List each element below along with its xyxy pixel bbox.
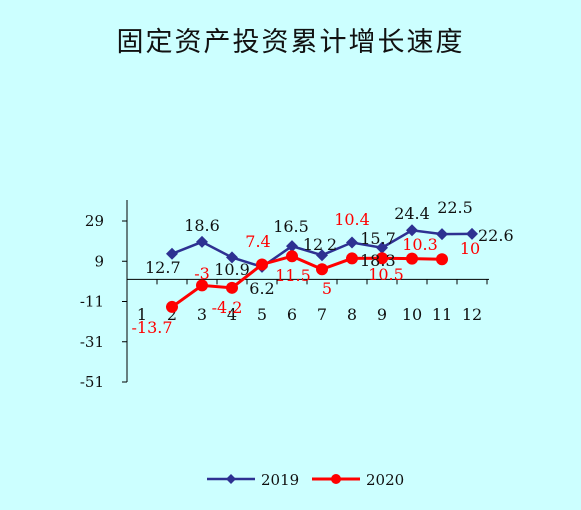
- x-tick-label: 8: [347, 305, 357, 324]
- chart-title: 固定资产投资累计增长速度: [116, 27, 465, 58]
- data-point-2019: [376, 241, 388, 254]
- x-tick-label: 9: [377, 305, 387, 324]
- legend-label: 2020: [366, 471, 404, 489]
- x-tick-label: 10: [402, 305, 422, 324]
- data-label-2019: 22.5: [437, 198, 473, 217]
- annotation-label: 18.3: [360, 251, 396, 270]
- data-label-2020: 5: [322, 279, 332, 298]
- data-label-2020: -4.2: [212, 298, 243, 317]
- data-label-2019: 12.7: [145, 258, 181, 277]
- data-label-2020: 7.4: [245, 232, 270, 251]
- data-label-2019: 16.5: [273, 217, 309, 236]
- x-tick-label: 5: [257, 305, 267, 324]
- legend-marker-2020: [331, 474, 341, 484]
- x-tick-label: 6: [287, 305, 297, 324]
- data-point-2019: [226, 251, 238, 264]
- y-tick-label: -51: [80, 373, 104, 391]
- legend-marker-2019: [226, 474, 236, 484]
- x-tick-label: 2: [167, 305, 177, 324]
- data-label-2020: 10: [460, 239, 480, 258]
- data-point-2020: [196, 279, 208, 292]
- y-tick-label: -11: [80, 293, 104, 311]
- data-point-2019: [406, 224, 418, 237]
- y-tick-label: 9: [94, 252, 104, 270]
- data-label-2019: 15.7: [360, 229, 396, 248]
- x-tick-label: 12: [462, 305, 482, 324]
- data-label-2019: 10.9: [214, 260, 250, 279]
- data-point-2019: [436, 228, 448, 241]
- data-label-2020: 11.5: [275, 266, 311, 285]
- data-label-2019: 6.2: [249, 279, 274, 298]
- x-tick-label: 7: [317, 305, 327, 324]
- data-label-2020: -3: [194, 264, 210, 283]
- data-label-2020: -13.7: [131, 318, 172, 337]
- data-point-2019: [166, 247, 178, 260]
- data-point-2019: [346, 236, 358, 249]
- data-point-2020: [166, 300, 178, 313]
- data-point-2020: [406, 252, 418, 265]
- data-point-2020: [436, 253, 448, 266]
- data-point-2020: [376, 252, 388, 265]
- data-point-2020: [346, 252, 358, 265]
- data-label-2019: 24.4: [394, 204, 430, 223]
- data-label-2020: 10.5: [368, 265, 404, 284]
- data-label-2019: 2: [327, 235, 337, 254]
- data-label-2019: 22.6: [478, 226, 514, 245]
- data-label-2020: 10.3: [402, 235, 438, 254]
- legend-label: 2019: [261, 471, 299, 489]
- data-label-2020: 10.4: [334, 210, 370, 229]
- series-line-2020: [171, 254, 443, 309]
- data-point-2019: [316, 249, 328, 262]
- x-tick-label: 11: [432, 305, 452, 324]
- data-point-2019: [466, 227, 478, 240]
- data-point-2020: [286, 250, 298, 263]
- data-point-2020: [256, 258, 268, 271]
- y-tick-label: 29: [85, 212, 104, 230]
- data-point-2019: [196, 235, 208, 248]
- data-point-2020: [316, 263, 328, 276]
- x-tick-label: 4: [227, 305, 237, 324]
- data-label-2019: 18.6: [184, 216, 220, 235]
- data-point-2019: [286, 240, 298, 253]
- x-tick-label: 3: [197, 305, 207, 324]
- x-tick-label: 1: [137, 305, 147, 324]
- y-tick-label: -31: [80, 333, 104, 351]
- data-point-2020: [226, 281, 238, 294]
- data-label-2019: 12: [303, 235, 323, 254]
